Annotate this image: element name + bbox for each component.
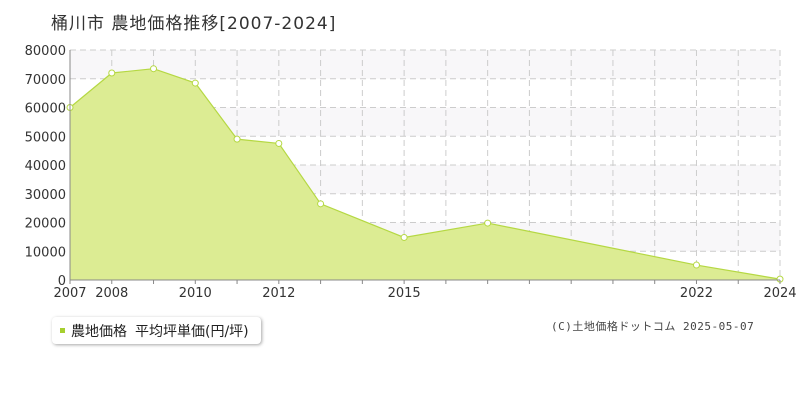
legend-series-label: 農地価格 <box>71 323 127 340</box>
x-tick-label: 2022 <box>680 286 713 301</box>
x-tick-label: 2024 <box>763 286 796 301</box>
data-point <box>692 261 700 269</box>
x-tick-label: 2010 <box>179 286 212 301</box>
x-tick-label: 2008 <box>95 286 128 301</box>
y-tick-label: 10000 <box>25 245 66 260</box>
copyright: (C)土地価格ドットコム 2025-05-07 <box>551 320 755 333</box>
data-point <box>400 233 408 241</box>
y-tick-label: 70000 <box>25 73 66 88</box>
series-area <box>70 68 780 280</box>
x-tick-label: 2015 <box>388 286 421 301</box>
data-point <box>150 65 158 73</box>
y-tick-label: 20000 <box>25 217 66 232</box>
chart-title: 桶川市 農地価格推移[2007-2024] <box>51 14 337 34</box>
y-tick-label: 60000 <box>25 102 66 117</box>
y-tick-label: 40000 <box>25 159 66 174</box>
data-point <box>275 139 283 147</box>
legend-swatch <box>60 328 65 333</box>
y-tick-label: 30000 <box>25 188 66 203</box>
y-tick-label: 50000 <box>25 130 66 145</box>
y-tick-label: 0 <box>58 274 66 289</box>
data-point <box>191 79 199 87</box>
legend-unit-label: 平均坪単価(円/坪) <box>135 323 249 340</box>
grid-band <box>70 50 780 79</box>
data-point <box>233 135 241 143</box>
y-tick-label: 80000 <box>25 44 66 59</box>
data-point <box>317 200 325 208</box>
data-point <box>108 69 116 77</box>
x-tick-label: 2007 <box>53 286 86 301</box>
legend: 農地価格 平均坪単価(円/坪) <box>52 317 261 344</box>
x-tick-label: 2012 <box>262 286 295 301</box>
data-point <box>484 219 492 227</box>
